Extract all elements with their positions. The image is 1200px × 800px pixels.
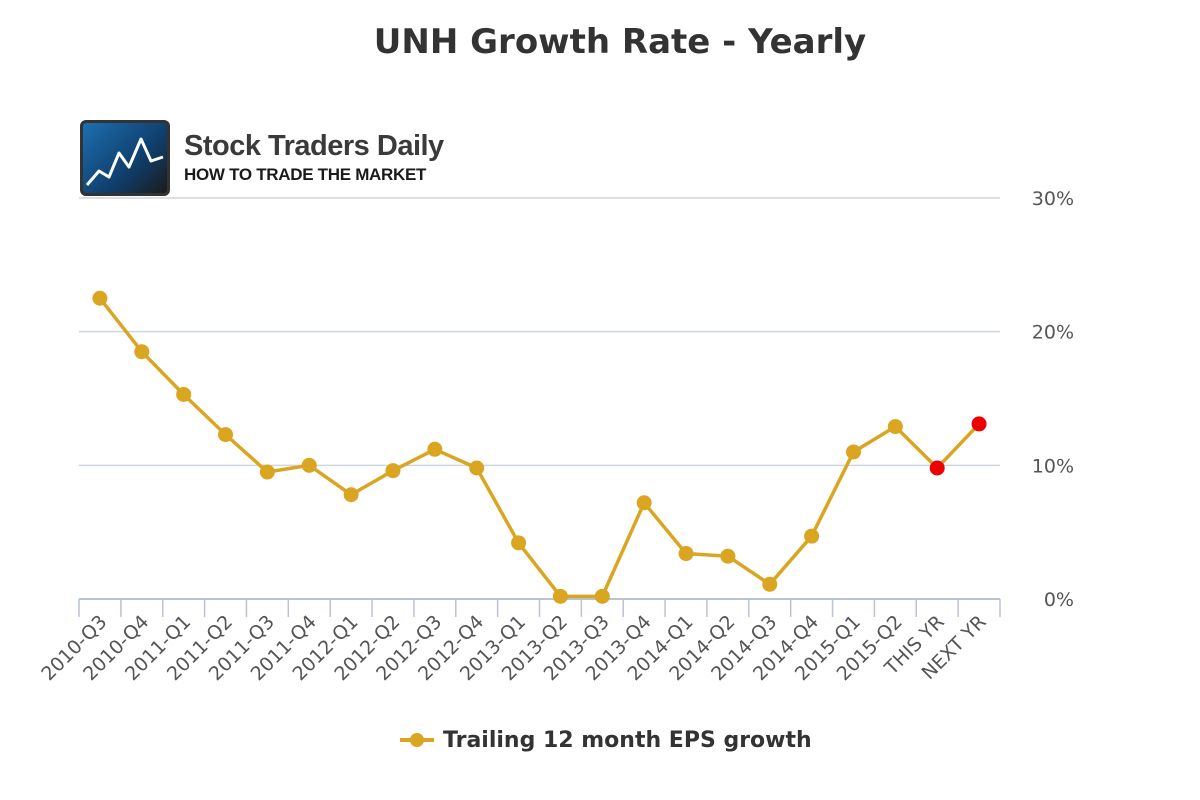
data-point[interactable] xyxy=(845,444,861,460)
data-point[interactable] xyxy=(804,528,820,544)
y-tick-label: 20% xyxy=(1032,322,1074,344)
stock-chart-logo-icon xyxy=(80,120,170,196)
data-point[interactable] xyxy=(762,576,778,592)
series-line xyxy=(98,297,981,599)
y-tick-label: 0% xyxy=(1044,589,1074,611)
data-point[interactable] xyxy=(594,588,610,604)
legend-marker-icon xyxy=(400,730,434,750)
brand-name: Stock Traders Daily xyxy=(184,130,444,162)
data-point[interactable] xyxy=(427,441,443,457)
data-point[interactable] xyxy=(720,548,736,564)
y-tick-label: 30% xyxy=(1032,188,1074,210)
data-point[interactable] xyxy=(176,386,192,402)
data-point[interactable] xyxy=(636,495,652,511)
data-point[interactable] xyxy=(134,344,150,360)
data-point[interactable] xyxy=(469,460,485,476)
chart-title: UNH Growth Rate - Yearly xyxy=(373,22,867,62)
legend-label: Trailing 12 month EPS growth xyxy=(443,727,812,753)
estimate-point[interactable] xyxy=(971,416,987,432)
data-point[interactable] xyxy=(92,290,108,306)
data-point[interactable] xyxy=(259,464,275,480)
data-point[interactable] xyxy=(887,419,903,435)
data-point[interactable] xyxy=(301,457,317,473)
estimate-point[interactable] xyxy=(929,460,945,476)
data-point[interactable] xyxy=(552,588,568,604)
data-point[interactable] xyxy=(385,463,401,479)
data-point[interactable] xyxy=(511,535,527,551)
legend[interactable]: Trailing 12 month EPS growth xyxy=(400,724,812,756)
brand-logo: Stock Traders Daily HOW TO TRADE THE MAR… xyxy=(80,120,470,200)
y-tick-label: 10% xyxy=(1032,455,1074,477)
data-point[interactable] xyxy=(218,427,234,443)
data-point[interactable] xyxy=(678,546,694,562)
brand-tagline: HOW TO TRADE THE MARKET xyxy=(184,165,427,184)
data-point[interactable] xyxy=(343,487,359,503)
